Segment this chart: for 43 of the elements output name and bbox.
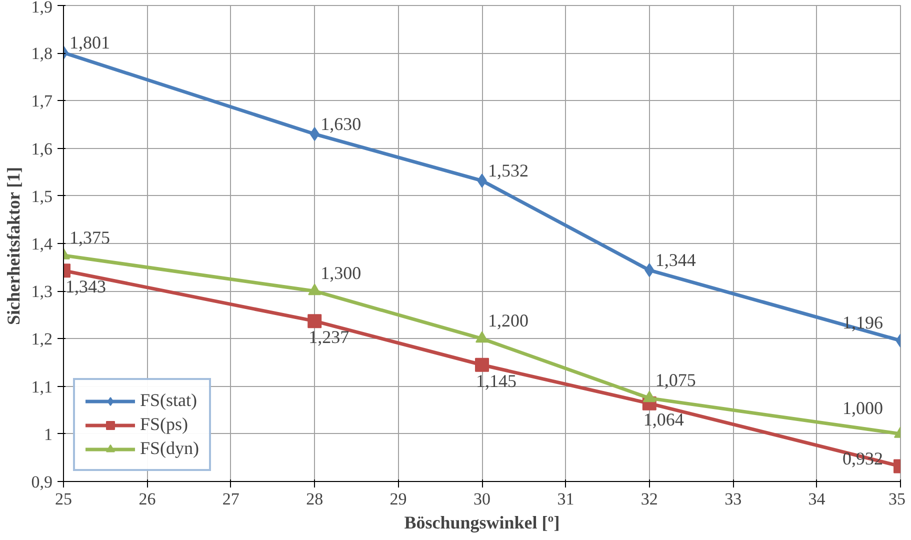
y-tick-label: 1,1 (31, 377, 52, 396)
y-tick-label: 1,5 (31, 186, 52, 206)
x-tick-label: 26 (138, 490, 156, 508)
x-tick-label: 27 (222, 490, 240, 508)
data-label: 1,532 (488, 160, 528, 181)
x-tick-label: 33 (724, 490, 742, 508)
x-tick-label: 28 (306, 490, 324, 508)
y-tick-label: 1,7 (31, 92, 53, 111)
point (308, 314, 322, 328)
y-tick-label: 1,4 (31, 234, 53, 254)
data-label: 1,075 (655, 370, 696, 390)
data-label: 1,196 (842, 312, 883, 333)
data-label: 1,344 (655, 250, 696, 270)
data-label: 1,000 (842, 398, 883, 418)
x-tick-label: 25 (55, 490, 72, 508)
y-tick-label: 1,2 (31, 330, 52, 349)
y-tick-label: 1,9 (31, 0, 52, 16)
x-tick-label: 31 (557, 490, 574, 508)
legend-label: FS(ps) (140, 414, 188, 435)
data-label: 1,375 (70, 227, 110, 248)
data-label: 1,300 (320, 263, 362, 284)
x-tick-label: 35 (888, 490, 906, 508)
data-label: 1,064 (643, 409, 684, 430)
legend-label: FS(stat) (140, 390, 198, 411)
legend-label: FS(dyn) (140, 438, 200, 459)
y-axis-title: Sicherheitsfaktor [1] (3, 166, 24, 325)
y-tick-label: 1,8 (31, 44, 52, 64)
data-label: 1,200 (488, 310, 528, 331)
x-axis-title: Böschungswinkel [º] (404, 512, 560, 532)
y-tick-label: 1,6 (31, 139, 52, 158)
x-tick-label: 29 (390, 490, 407, 508)
data-label: 1,237 (308, 327, 350, 348)
x-tick-label: 34 (808, 490, 826, 508)
point (475, 358, 489, 372)
y-tick-label: 1,3 (31, 282, 52, 302)
x-tick-label: 32 (640, 490, 658, 508)
y-tick-label: 0,9 (31, 472, 52, 492)
data-label: 1,343 (66, 276, 106, 297)
data-label: 1,145 (476, 370, 516, 391)
x-tick-label: 30 (474, 490, 490, 508)
y-tick-label: 1 (44, 424, 52, 444)
data-label: 1,801 (70, 32, 110, 53)
data-label: 1,630 (320, 114, 362, 134)
